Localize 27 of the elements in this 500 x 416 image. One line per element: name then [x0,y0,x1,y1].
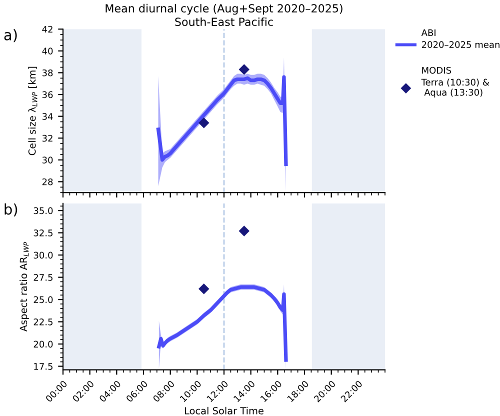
y-tick-label: 40 [42,48,53,54]
x-axis-title: Local Solar Time [184,406,264,414]
legend-label: 2020–2025 mean [422,41,500,48]
y-tick-label: 35.0 [34,207,53,214]
text: MODIS [422,66,452,74]
y-tick-label: 30.0 [34,252,53,259]
y-tick-label: 27.5 [34,274,52,281]
y-tick-label: 42 [42,26,52,33]
y-tick-label: 36 [42,91,53,98]
y-tick-label: 25.0 [34,296,53,304]
y-tick-label: 30 [42,156,53,164]
y-tick-label: 28 [42,178,53,186]
chart-subtitle: South-East Pacific [175,17,273,26]
y-tick-label: 32 [42,134,52,142]
text: ABI [421,29,436,36]
y-tick-label: 20.0 [34,340,53,348]
y-tick-label: 32.5 [34,230,52,236]
y-axis-title: Aspect ratio AR$_{LWP}$ [20,242,29,332]
y-tick-label: 38 [42,69,53,76]
y-tick-label: 34 [42,113,53,120]
y-axis-title: Cell size λ$_{LWP}$ [km] [28,66,38,156]
text: b) [4,203,18,216]
chart-title: Mean diurnal cycle (Aug+Sept 2020–2025) [106,4,342,15]
text: a) [4,29,17,42]
y-tick-label: 17.5 [34,363,52,370]
y-tick-label: 22.5 [34,318,52,326]
legend-label: Terra (10:30) & Aqua (13:30) [421,78,490,98]
